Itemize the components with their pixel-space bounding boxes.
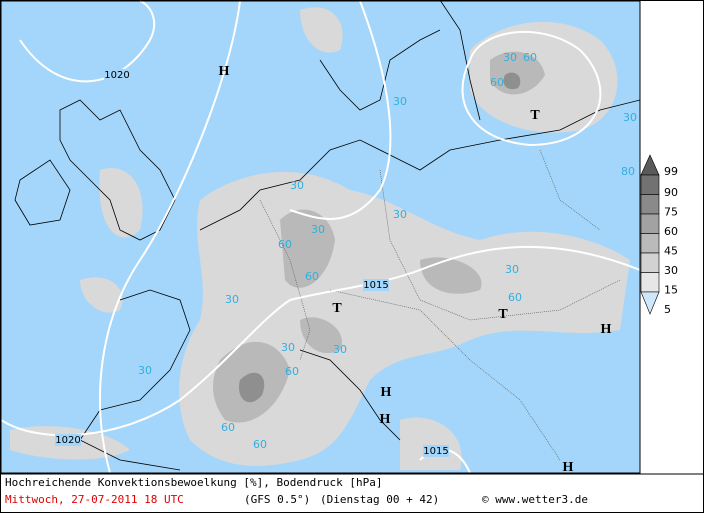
cloud-label: 60 — [253, 438, 267, 451]
cloud-label: 30 — [290, 179, 304, 192]
legend-label: 30 — [664, 264, 678, 277]
pressure-system: H — [380, 412, 391, 427]
legend-label: 15 — [664, 284, 678, 297]
cloud-label: 60 — [221, 421, 235, 434]
cloud-label: 60 — [305, 270, 319, 283]
legend-swatch — [640, 272, 660, 293]
cloud-label: 30 — [623, 111, 637, 124]
legend-label: 45 — [664, 245, 678, 258]
legend-label: 75 — [664, 206, 678, 219]
legend-swatch — [640, 233, 660, 254]
cloud-label: 30 — [138, 364, 152, 377]
legend-label: 99 — [664, 165, 678, 178]
cloud-label: 30 — [311, 223, 325, 236]
cloud-label: 30 — [393, 208, 407, 221]
isobar-label-bg — [363, 279, 389, 291]
cloud-label: 60 — [490, 76, 504, 89]
cloud-label: 30 — [225, 293, 239, 306]
cloud-label: 60 — [285, 365, 299, 378]
legend: 99 90 75 60 45 30 15 5 — [640, 154, 678, 316]
isobar-label: 1015 — [423, 446, 448, 457]
pressure-system: H — [219, 64, 230, 79]
legend-swatch — [640, 194, 660, 215]
footer-credit: © www.wetter3.de — [482, 493, 588, 506]
pressure-system: H — [381, 385, 392, 400]
legend-swatch — [640, 213, 660, 234]
cloud-label: 30 — [333, 343, 347, 356]
pressure-system: H — [601, 322, 612, 337]
pressure-system: T — [498, 307, 508, 322]
isobar-label-bg — [104, 69, 130, 81]
footer-date: Mittwoch, 27-07-2011 18 UTC — [5, 493, 184, 506]
legend-label: 60 — [664, 225, 678, 238]
cloud-label: 60 — [508, 291, 522, 304]
pressure-system: T — [332, 301, 342, 316]
cloud-dark — [239, 72, 521, 403]
pressure-system: T — [530, 108, 540, 123]
borders — [259, 149, 621, 461]
coastlines — [14, 0, 641, 471]
cloud-label: 30 — [503, 51, 517, 64]
pressure-system: H — [563, 460, 574, 475]
footer-run: (Dienstag 00 + 42) — [320, 493, 439, 506]
footer-model: (GFS 0.5°) — [244, 493, 310, 506]
cloud-label: 80 — [621, 165, 635, 178]
legend-swatch — [640, 174, 660, 195]
footer-description: Hochreichende Konvektionsbewoelkung [%],… — [5, 476, 383, 489]
cloud-label: 60 — [523, 51, 537, 64]
legend-swatch — [640, 291, 660, 315]
cloud-medium — [213, 51, 545, 423]
cloud-label: 30 — [393, 95, 407, 108]
legend-label: 5 — [664, 303, 671, 316]
isobar-label-bg — [55, 434, 81, 446]
legend-swatch — [640, 252, 660, 273]
cloud-label: 30 — [505, 263, 519, 276]
isobar-label: 1020 — [104, 70, 129, 81]
isobar-label: 1020 — [55, 435, 80, 446]
isobar-label-bg — [423, 445, 449, 457]
map-frame — [0, 0, 641, 474]
isobar-label: 1015 — [363, 280, 388, 291]
legend-label: 90 — [664, 186, 678, 199]
cloud-label: 30 — [281, 341, 295, 354]
cloud-label: 60 — [278, 238, 292, 251]
